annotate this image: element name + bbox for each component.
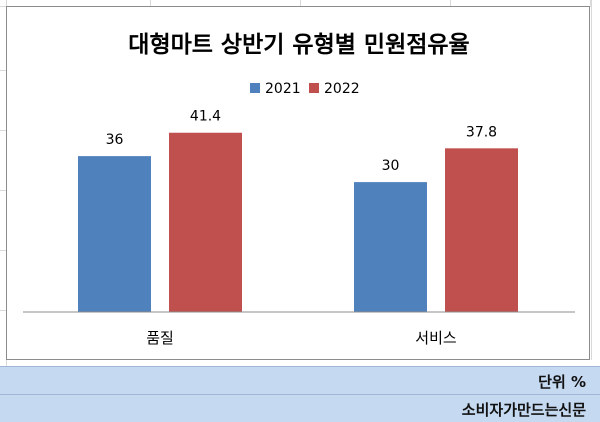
legend-label-2022: 2022 (324, 81, 360, 97)
sheet-grid-row (0, 310, 6, 311)
legend-label-2021: 2021 (265, 81, 301, 97)
chart-legend: 2021 2022 (250, 81, 360, 97)
sheet-grid-column (300, 0, 301, 6)
bars-group: 36 30 41.4 37.8 (78, 109, 518, 312)
category-label-0: 품질 (146, 329, 174, 347)
bar-2021-서비스 (354, 182, 427, 312)
legend-swatch-2022 (309, 83, 319, 93)
chart-area[interactable]: 대형마트 상반기 유형별 민원점유율 2021 2022 36 30 41.4 37.8… (6, 6, 590, 360)
x-axis-labels: 품질 서비스 (146, 329, 457, 347)
unit-row: 단위 % (0, 366, 600, 394)
unit-label: 단위 % (538, 373, 586, 391)
category-label-1: 서비스 (415, 329, 457, 347)
sheet-grid-row (0, 130, 6, 131)
data-label-2021-서비스: 30 (382, 158, 400, 174)
bar-2022-품질 (169, 132, 242, 312)
bar-2022-서비스 (445, 148, 518, 312)
sheet-grid-column (590, 0, 591, 6)
data-label-2021-품질: 36 (106, 132, 124, 148)
source-label: 소비자가만드는신문 (461, 401, 586, 419)
legend-swatch-2021 (250, 83, 260, 93)
sheet-grid-column (150, 0, 151, 6)
sheet-grid-column (450, 0, 451, 6)
chart-title: 대형마트 상반기 유형별 민원점유율 (128, 32, 469, 58)
bar-2021-품질 (78, 156, 151, 312)
sheet-right-strip (591, 0, 600, 360)
sheet-grid-row (0, 250, 6, 251)
bar-chart: 대형마트 상반기 유형별 민원점유율 2021 2022 36 30 41.4 37.8… (23, 32, 575, 347)
source-row: 소비자가만드는신문 (0, 394, 600, 422)
data-label-2022-서비스: 37.8 (466, 124, 497, 140)
sheet-grid-row (0, 190, 6, 191)
sheet-grid-row (0, 70, 6, 71)
data-label-2022-품질: 41.4 (190, 109, 221, 125)
